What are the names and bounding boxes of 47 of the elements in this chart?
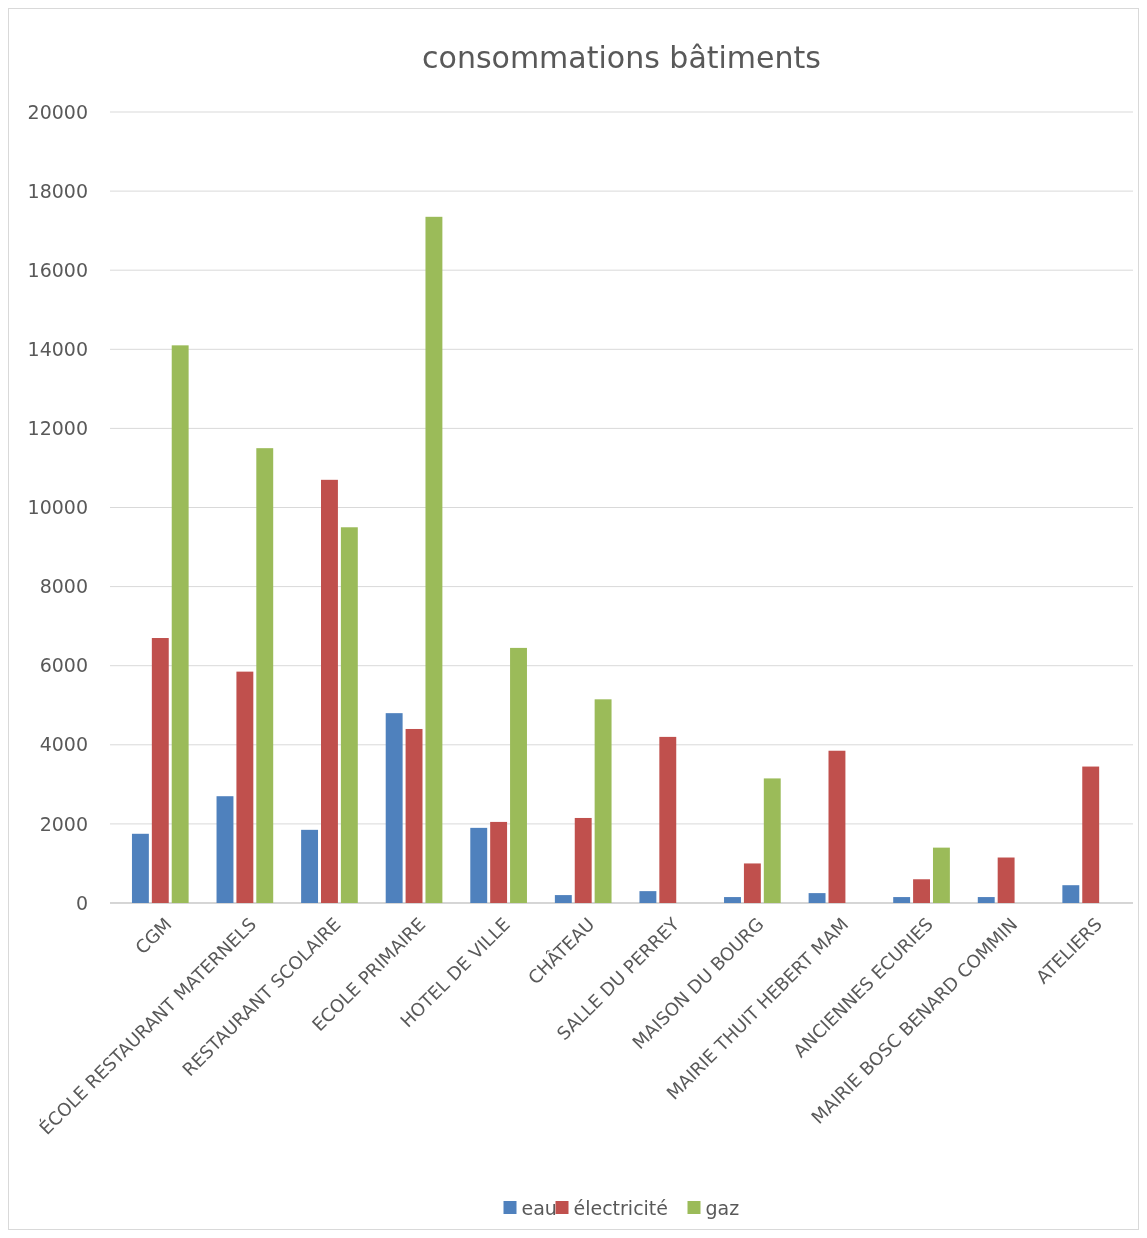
bar: [659, 736, 677, 903]
bar: [236, 671, 254, 903]
y-tick-label: 18000: [27, 179, 88, 202]
bar: [808, 893, 826, 903]
legend-label: eau: [521, 1196, 557, 1219]
bar: [340, 527, 358, 903]
bar: [594, 699, 612, 903]
bar: [913, 879, 930, 903]
bar: [1062, 885, 1080, 903]
bar: [321, 479, 338, 903]
y-tick-label: 12000: [27, 417, 88, 440]
bar: [743, 863, 761, 903]
bar: [510, 647, 527, 903]
bar: [639, 891, 657, 903]
bar: [574, 817, 592, 903]
y-tick-label: 16000: [27, 258, 88, 281]
bar: [301, 829, 319, 903]
bar: [724, 897, 741, 903]
bar: [893, 897, 911, 903]
bar: [932, 847, 950, 903]
bar: [977, 897, 995, 903]
y-tick-label: 0: [75, 891, 88, 914]
bar: [385, 713, 403, 903]
bar: [256, 448, 274, 903]
bar: [490, 821, 508, 903]
y-tick-label: 10000: [27, 496, 88, 519]
bar: [216, 796, 234, 903]
y-tick-label: 20000: [27, 100, 88, 123]
y-tick-label: 4000: [39, 733, 88, 756]
legend-label: gaz: [705, 1196, 740, 1219]
chart-title: consommations bâtiments: [422, 40, 821, 75]
bar: [997, 857, 1015, 903]
bar: [171, 345, 189, 903]
y-tick-label: 6000: [39, 654, 88, 677]
y-tick-label: 8000: [39, 575, 88, 598]
bar: [425, 216, 443, 903]
bar: [828, 750, 846, 903]
y-tick-label: 14000: [27, 337, 88, 360]
bar: [151, 638, 169, 903]
bar: [763, 778, 781, 903]
bar: [131, 833, 149, 903]
bar: [470, 827, 488, 903]
bar: [554, 895, 572, 903]
bar: [1082, 766, 1100, 903]
y-tick-label: 2000: [39, 812, 88, 835]
bar: [405, 728, 423, 903]
legend-label: électricité: [573, 1196, 669, 1219]
